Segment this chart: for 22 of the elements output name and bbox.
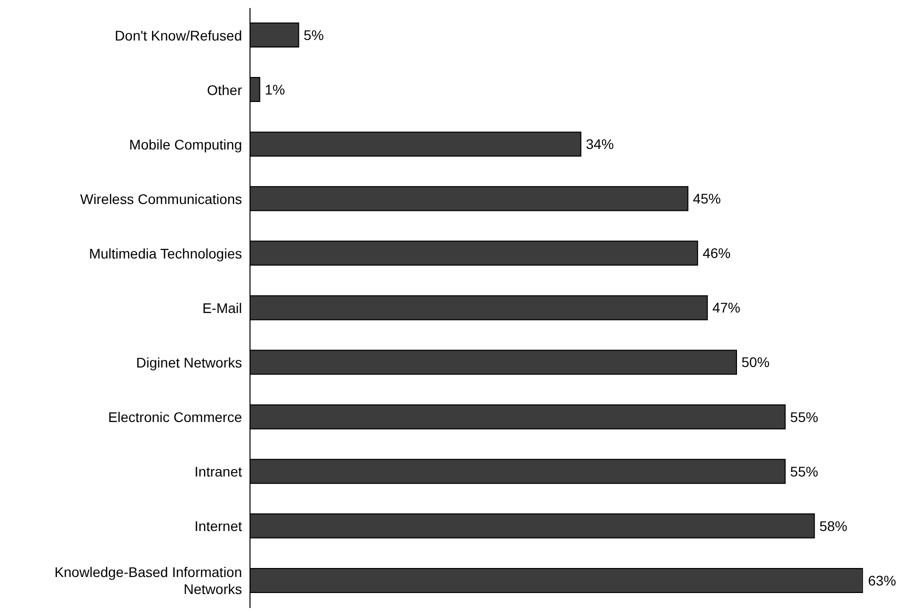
data-label: 5% — [304, 26, 324, 43]
y-tick-label: Internet — [194, 518, 242, 534]
y-tick-label: Wireless Communications — [80, 190, 242, 207]
y-tick-label: Electronic Commerce — [108, 409, 242, 426]
data-label: 47% — [712, 300, 740, 316]
y-tick-label: Diginet Networks — [136, 354, 242, 371]
data-label: 55% — [790, 463, 818, 480]
data-label: 58% — [819, 518, 848, 534]
data-label: 63% — [868, 572, 896, 588]
y-tick-label: Other — [206, 82, 242, 98]
data-label: 45% — [692, 190, 721, 207]
y-tick-label: Multimedia Technologies — [88, 245, 242, 262]
y-tick-label: E-Mail — [202, 300, 242, 316]
data-label: 1% — [264, 82, 285, 98]
y-tick-label: Intranet — [194, 464, 242, 480]
data-label: 46% — [702, 245, 731, 262]
data-label: 34% — [586, 136, 614, 152]
data-label: 55% — [790, 408, 818, 425]
y-tick-label: Don't Know/Refused — [114, 27, 242, 44]
y-tick-label: Knowledge-Based Information Networks — [54, 564, 242, 598]
y-tick-label: Mobile Computing — [129, 136, 242, 152]
data-label: 50% — [742, 354, 770, 370]
